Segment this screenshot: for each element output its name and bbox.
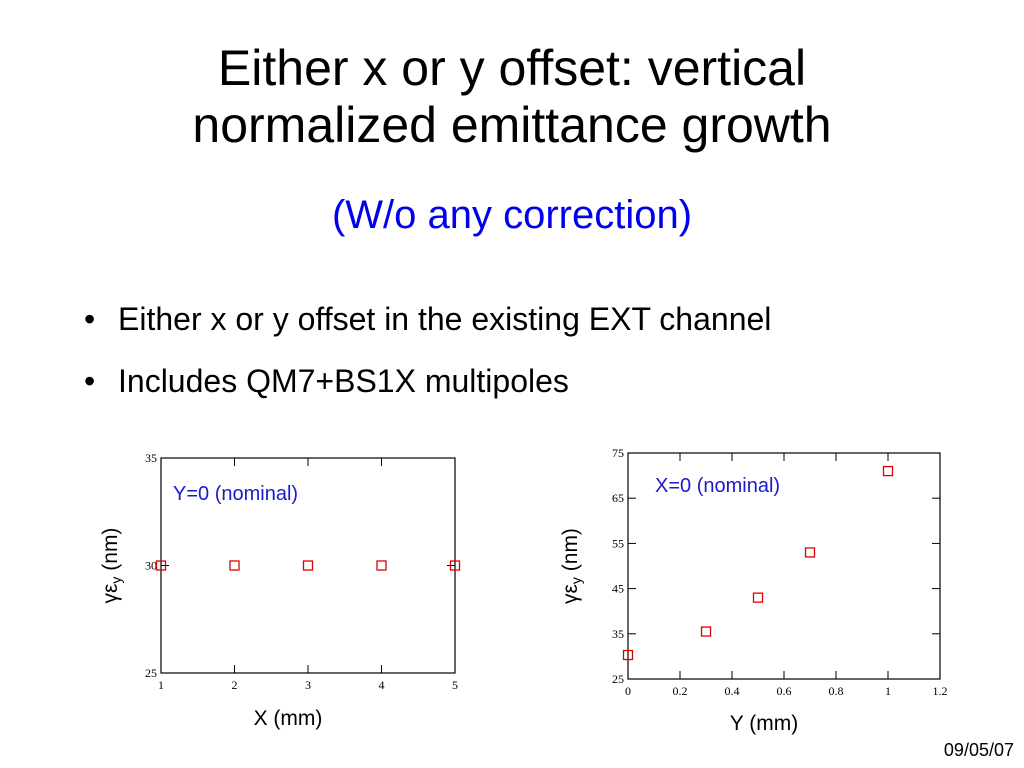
y-tick-label: 65 [612,491,624,505]
bullet-list: • Either x or y offset in the existing E… [84,300,771,424]
y-axis-label-symbol: γε [99,584,122,604]
data-point [882,465,894,477]
x-tick-label: 1 [158,678,164,692]
data-point [449,560,461,571]
x-tick-label: 0.2 [673,684,688,698]
slide-title: Either x or y offset: vertical normalize… [0,40,1024,154]
x-tick-label: 0.8 [829,684,844,698]
x-tick-label: 1.2 [933,684,948,698]
y-tick-label: 55 [612,536,624,550]
data-point [229,560,240,571]
y-tick-label: 30 [145,559,157,573]
x-tick-label: 5 [452,678,458,692]
x-tick-label: 1 [885,684,891,698]
data-point [622,649,634,661]
x-tick-label: 3 [305,678,311,692]
x-tick-label: 4 [379,678,385,692]
chart-annotation: X=0 (nominal) [655,475,780,497]
y-axis-label: γεy (nm) [99,528,124,604]
title-line-1: Either x or y offset: vertical [217,40,807,96]
slide-date: 09/05/07 [943,740,1014,760]
y-axis-label-subscript: y [108,577,124,584]
slide-subtitle: (W/o any correction) [331,193,693,237]
y-axis-label-unit: (nm) [559,528,582,577]
data-point [752,592,764,603]
data-point [302,560,314,571]
title-line-2: normalized emittance growth [192,97,832,153]
y-tick-label: 35 [612,627,624,641]
bullet-text: Includes QM7+BS1X multipoles [118,363,569,399]
y-axis-label: γεy (nm) [559,528,584,604]
bullet-glyph: • [84,363,96,399]
y-tick-label: 25 [612,672,624,686]
y-tick-label: 35 [145,451,157,465]
y-axis-label-subscript: y [568,577,584,584]
x-tick-label: 0 [625,684,631,698]
data-point [804,547,816,558]
x-tick-label: 0.4 [725,684,740,698]
chart-y-offset: 0 0.2 0.4 0.6 0.8 1 1.2 25 35 45 55 65 75 X=0 (nomina… [559,446,948,735]
bullet-item: • Either x or y offset in the existing E… [84,300,771,338]
y-axis-label-symbol: γε [559,584,582,604]
y-tick-label: 75 [612,446,624,460]
x-axis-label: Y (mm) [730,712,798,735]
bullet-glyph: • [84,301,96,337]
y-tick-label: 25 [145,666,157,680]
y-tick-label: 45 [612,582,624,596]
chart-x-offset: 1 2 3 4 5 25 30 35 Y=0 (nominal) X (mm) γεy (nm) [99,451,461,730]
x-tick-label: 2 [232,678,238,692]
x-axis-label: X (mm) [254,707,323,730]
data-point [700,626,712,637]
data-point [376,560,387,571]
data-point [155,560,167,571]
bullet-item: • Includes QM7+BS1X multipoles [84,362,771,400]
y-axis-label-unit: (nm) [99,528,122,577]
chart-annotation: Y=0 (nominal) [173,483,298,505]
bullet-text: Either x or y offset in the existing EXT… [118,301,772,337]
x-tick-label: 0.6 [777,684,792,698]
